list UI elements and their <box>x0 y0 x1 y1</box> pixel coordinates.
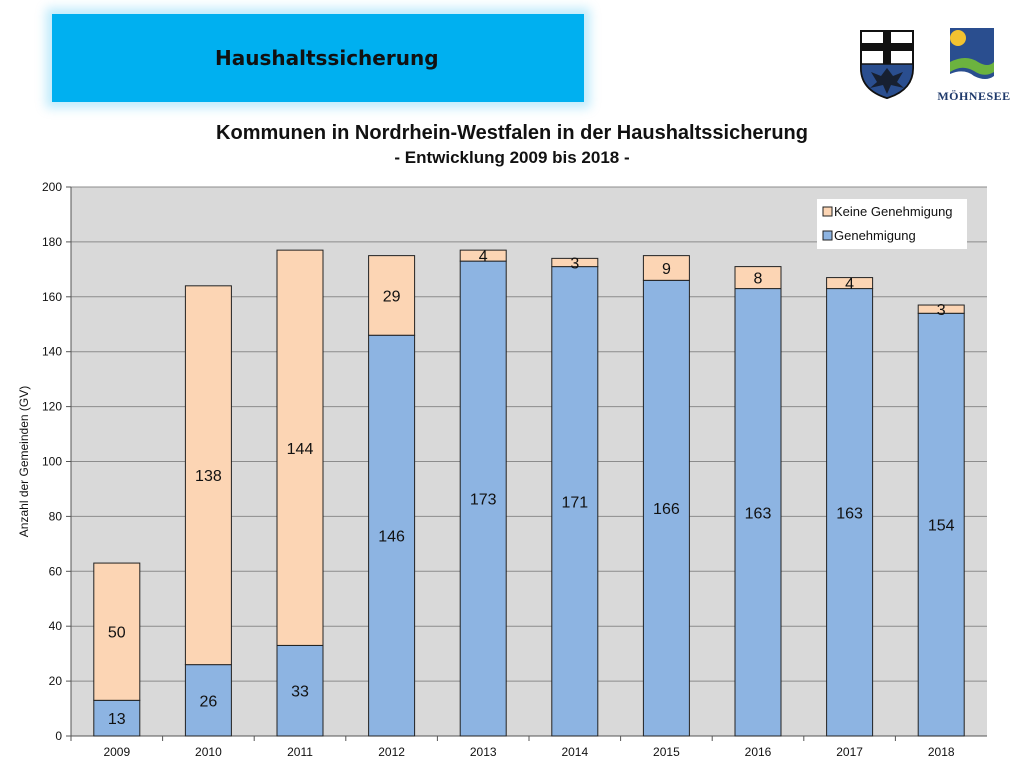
data-label: 13 <box>108 711 126 728</box>
data-label: 146 <box>378 529 405 546</box>
bar-genehmigung <box>551 266 599 737</box>
y-tick-label: 20 <box>49 674 63 688</box>
data-label: 33 <box>291 684 309 701</box>
data-label: 8 <box>754 271 763 288</box>
bar-keine-genehmigung <box>459 249 507 262</box>
data-label: 163 <box>836 505 863 522</box>
data-label: 163 <box>745 505 772 522</box>
y-tick-label: 40 <box>49 619 63 633</box>
x-tick-label: 2011 <box>287 745 313 759</box>
y-tick-label: 180 <box>42 235 62 249</box>
y-tick-label: 80 <box>49 509 63 523</box>
bar-genehmigung <box>93 699 141 737</box>
y-tick-label: 120 <box>42 400 62 414</box>
y-tick-label: 160 <box>42 290 62 304</box>
legend-swatch <box>822 230 833 241</box>
y-tick-label: 140 <box>42 345 62 359</box>
y-tick-label: 100 <box>42 455 62 469</box>
data-label: 3 <box>570 255 579 272</box>
chart-title: Kommunen in Nordrhein-Westfalen in der H… <box>216 122 808 144</box>
bar-genehmigung <box>826 288 874 737</box>
data-label: 26 <box>200 693 218 710</box>
legend-swatch <box>822 206 833 217</box>
bar-genehmigung <box>734 288 782 737</box>
y-tick-label: 60 <box>49 564 63 578</box>
bar-keine-genehmigung <box>734 266 782 290</box>
moehnesee-logo-text: MÖHNESEE <box>937 89 1011 103</box>
bar-keine-genehmigung <box>93 562 141 701</box>
x-tick-label: 2017 <box>836 745 863 759</box>
bar-genehmigung <box>459 260 507 737</box>
data-label: 166 <box>653 501 680 518</box>
x-tick-label: 2018 <box>928 745 955 759</box>
x-tick-label: 2009 <box>103 745 130 759</box>
banner-title: Haushaltssicherung <box>215 46 439 70</box>
data-label: 29 <box>383 288 401 305</box>
chart-subtitle: - Entwicklung 2009 bis 2018 - <box>394 148 630 167</box>
bar-keine-genehmigung <box>551 257 599 268</box>
x-tick-label: 2013 <box>470 745 497 759</box>
y-tick-label: 200 <box>42 180 62 194</box>
bar-genehmigung <box>368 334 416 737</box>
coat-of-arms-icon <box>860 30 914 100</box>
y-tick-label: 0 <box>55 729 62 743</box>
data-label: 9 <box>662 261 671 278</box>
bar-keine-genehmigung <box>917 304 965 314</box>
x-tick-label: 2010 <box>195 745 222 759</box>
bar-keine-genehmigung <box>642 255 690 281</box>
legend <box>817 199 967 249</box>
y-axis-label: Anzahl der Gemeinden (GV) <box>17 386 31 537</box>
x-tick-label: 2016 <box>745 745 772 759</box>
bar-genehmigung <box>642 279 690 737</box>
bar-keine-genehmigung <box>368 255 416 336</box>
title-banner: Haushaltssicherung <box>52 14 584 102</box>
data-label: 50 <box>108 625 126 642</box>
bar-genehmigung <box>917 312 965 737</box>
data-label: 4 <box>845 276 854 293</box>
data-label: 154 <box>928 518 955 535</box>
data-label: 173 <box>470 492 497 509</box>
data-label: 4 <box>479 249 488 266</box>
x-tick-label: 2015 <box>653 745 680 759</box>
data-label: 144 <box>287 441 314 458</box>
bar-keine-genehmigung <box>184 285 232 666</box>
legend-label: Keine Genehmigung <box>834 204 953 219</box>
legend-label: Genehmigung <box>834 228 916 243</box>
bar-keine-genehmigung <box>276 249 324 646</box>
x-tick-label: 2012 <box>378 745 405 759</box>
moehnesee-logo-icon <box>950 28 994 86</box>
data-label: 3 <box>937 302 946 319</box>
data-label: 138 <box>195 468 222 485</box>
bar-keine-genehmigung <box>826 277 874 290</box>
x-tick-label: 2014 <box>561 745 588 759</box>
data-label: 171 <box>561 494 588 511</box>
